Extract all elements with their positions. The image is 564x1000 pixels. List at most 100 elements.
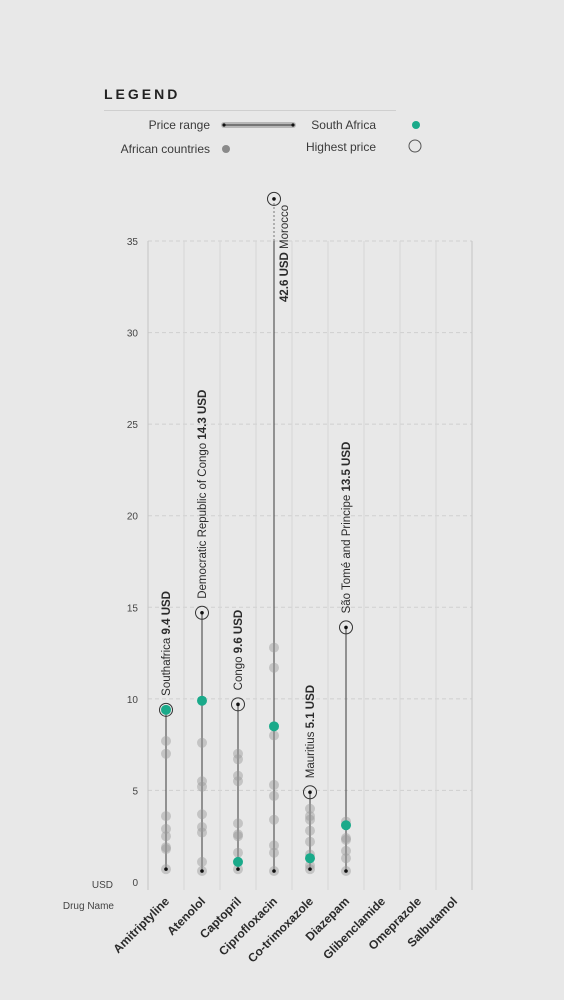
highest-price-ring (303, 785, 317, 800)
annotation-country: Democratic Republic of Congo (197, 440, 209, 599)
max-price-marker (272, 197, 276, 201)
country-price-dot (161, 844, 171, 855)
south-africa-dot (341, 820, 351, 831)
country-price-dot (233, 748, 243, 759)
legend: LEGEND Price range African countries Sou… (104, 86, 422, 166)
x-tick-label: Amitriptyline (110, 894, 172, 956)
south-africa-dot (197, 695, 207, 706)
country-price-dot (305, 825, 315, 836)
south-africa-dot (233, 856, 243, 867)
min-price-marker (164, 867, 168, 871)
annotation-country: Congo (233, 653, 245, 690)
country-price-dot (233, 754, 243, 765)
legend-price-range-label: Price range (148, 118, 210, 132)
max-price-marker (236, 702, 240, 707)
max-price-marker (344, 625, 348, 630)
south-africa-dot (161, 704, 171, 715)
annotation-country: São Tomé and Principe (341, 492, 353, 614)
legend-price-range-swatch (221, 122, 296, 128)
country-price-dot (269, 790, 279, 801)
min-price-marker (236, 867, 240, 871)
south-africa-dot (269, 721, 279, 732)
country-price-dot (233, 770, 243, 781)
country-price-dot (197, 781, 207, 792)
country-price-dot (305, 836, 315, 847)
country-price-dot (305, 814, 315, 825)
annotation-country: Morocco (279, 205, 291, 249)
country-price-dot (341, 845, 351, 856)
country-price-dot (233, 829, 243, 840)
country-price-dot (197, 856, 207, 867)
country-price-dot (161, 842, 171, 853)
highest-price-annotation: 42.6 USD Morocco (279, 205, 291, 302)
highest-price-ring (231, 697, 245, 712)
annotation-price: 13.5 USD (341, 442, 353, 492)
country-price-dot (269, 730, 279, 741)
legend-south-africa-dot (412, 121, 420, 129)
min-price-marker (272, 869, 276, 873)
country-price-dot (197, 827, 207, 838)
legend-south-africa-label: South Africa (311, 118, 376, 132)
country-price-dot (197, 737, 207, 748)
south-africa-dot (305, 853, 315, 864)
country-price-dot (341, 834, 351, 845)
highest-price-annotation: Democratic Republic of Congo 14.3 USD (197, 390, 209, 599)
country-price-dot (305, 811, 315, 822)
annotation-price: 14.3 USD (197, 390, 209, 440)
highest-price-annotation: Congo 9.6 USD (233, 610, 245, 691)
legend-african-countries-label: African countries (120, 142, 210, 156)
country-price-dot (197, 809, 207, 820)
country-price-dot (233, 776, 243, 787)
country-price-dot (269, 814, 279, 825)
highest-price-annotation: Mauritius 5.1 USD (305, 685, 317, 778)
legend-divider (104, 110, 396, 111)
y-tick-label: 10 (127, 695, 139, 706)
max-price-marker (308, 790, 312, 795)
country-price-dot (161, 831, 171, 842)
highest-price-ring (267, 191, 281, 206)
y-tick-label: 0 (132, 878, 138, 889)
legend-highest-price-ring (408, 139, 422, 153)
country-price-dot (161, 748, 171, 759)
country-price-dot (269, 840, 279, 851)
country-price-dot (305, 803, 315, 814)
country-price-dot (161, 823, 171, 834)
legend-african-dot (222, 145, 230, 153)
country-price-dot (305, 860, 315, 871)
max-price-marker (200, 610, 204, 615)
country-price-dot (269, 779, 279, 790)
annotation-price: 42.6 USD (279, 249, 291, 302)
annotation-country: Southafrica (161, 634, 173, 695)
y-tick-label: 20 (127, 512, 139, 523)
country-price-dot (269, 642, 279, 653)
min-price-marker (308, 867, 312, 871)
country-price-dot (341, 833, 351, 844)
country-price-dot (233, 847, 243, 858)
highest-price-ring (339, 620, 353, 635)
y-tick-label: 30 (127, 329, 139, 340)
legend-title: LEGEND (104, 86, 181, 102)
country-price-dot (161, 735, 171, 746)
country-price-dot (161, 811, 171, 822)
y-axis-label: USD (92, 880, 113, 891)
country-price-dot (269, 847, 279, 858)
min-price-marker (200, 869, 204, 873)
country-price-dot (197, 776, 207, 787)
x-tick-label: Glibenclamide (320, 894, 388, 962)
country-price-dot (233, 831, 243, 842)
country-price-dot (197, 822, 207, 833)
country-price-dot (341, 853, 351, 864)
min-price-marker (344, 869, 348, 873)
country-price-dot (269, 662, 279, 673)
annotation-price: 9.6 USD (233, 610, 245, 653)
highest-price-ring (195, 605, 209, 620)
annotation-country: Mauritius (305, 728, 317, 778)
x-axis-label: Drug Name (63, 901, 115, 912)
highest-price-ring (159, 702, 173, 717)
highest-price-annotation: Southafrica 9.4 USD (161, 591, 173, 696)
y-tick-label: 35 (127, 237, 139, 248)
highest-price-annotation: São Tomé and Principe 13.5 USD (341, 442, 353, 614)
y-tick-label: 15 (127, 603, 139, 614)
y-tick-label: 25 (127, 420, 139, 431)
